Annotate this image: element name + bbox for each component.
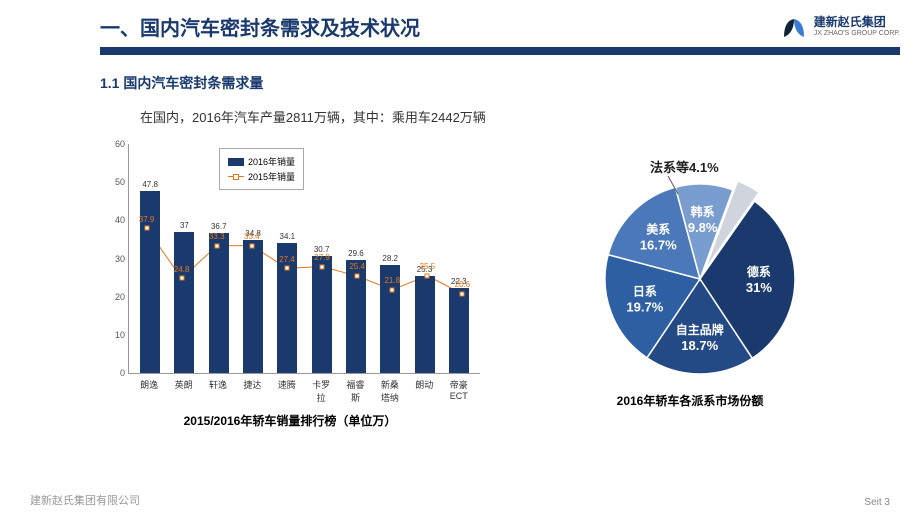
logo-name: 建新赵氏集团 bbox=[814, 16, 900, 29]
bar-plot-area: 2016年销量 2015年销量 010203040506047.83736.73… bbox=[128, 144, 480, 374]
bar-chart: 2016年销量 2015年销量 010203040506047.83736.73… bbox=[100, 144, 480, 429]
title-underline bbox=[100, 47, 900, 55]
pie-chart-title: 2016年轿车各派系市场份额 bbox=[520, 392, 860, 409]
svg-text:16.7%: 16.7% bbox=[640, 237, 677, 252]
page-number: Seit 3 bbox=[864, 497, 890, 508]
charts-row: 2016年销量 2015年销量 010203040506047.83736.73… bbox=[100, 144, 920, 429]
logo-icon bbox=[780, 13, 808, 41]
svg-text:韩系: 韩系 bbox=[691, 204, 715, 219]
svg-text:法系等4.1%: 法系等4.1% bbox=[650, 160, 719, 175]
svg-text:19.7%: 19.7% bbox=[626, 300, 663, 315]
legend-s2: 2015年销量 bbox=[248, 170, 295, 183]
company-logo: 建新赵氏集团 JX ZHAO'S GROUP CORP. bbox=[780, 13, 900, 41]
svg-text:9.8%: 9.8% bbox=[688, 220, 718, 235]
svg-text:德系: 德系 bbox=[747, 264, 771, 279]
footer-company: 建新赵氏集团有限公司 bbox=[30, 492, 140, 508]
page-title: 一、国内汽车密封条需求及技术状况 bbox=[100, 12, 780, 41]
pie-chart: 德系31% 自主品牌18.7% 日系19.7% 美系16.7% 韩系9.8% 法系等4.1… bbox=[520, 144, 860, 429]
svg-text:美系: 美系 bbox=[646, 221, 670, 236]
legend: 2016年销量 2015年销量 bbox=[219, 148, 304, 190]
body-text: 在国内，2016年汽车产量2811万辆，其中：乘用车2442万辆 bbox=[140, 107, 920, 126]
x-axis-labels: 朗逸英朗轩逸捷达速腾卡罗拉福睿斯新桑塔纳朗动帝豪ECT bbox=[128, 374, 480, 404]
legend-s1: 2016年销量 bbox=[248, 155, 295, 168]
svg-text:18.7%: 18.7% bbox=[681, 338, 718, 353]
logo-sub: JX ZHAO'S GROUP CORP. bbox=[814, 30, 900, 37]
bar-chart-title: 2015/2016年轿车销量排行榜（单位万） bbox=[100, 412, 480, 429]
section-title: 1.1 国内汽车密封条需求量 bbox=[100, 73, 920, 93]
svg-text:31%: 31% bbox=[746, 280, 772, 295]
header: 一、国内汽车密封条需求及技术状况 建新赵氏集团 JX ZHAO'S GROUP … bbox=[0, 0, 920, 41]
pie-plot-area: 德系31% 自主品牌18.7% 日系19.7% 美系16.7% 韩系9.8% 法系等4.1… bbox=[540, 154, 840, 384]
svg-text:自主品牌: 自主品牌 bbox=[676, 322, 724, 337]
svg-text:日系: 日系 bbox=[633, 284, 657, 299]
